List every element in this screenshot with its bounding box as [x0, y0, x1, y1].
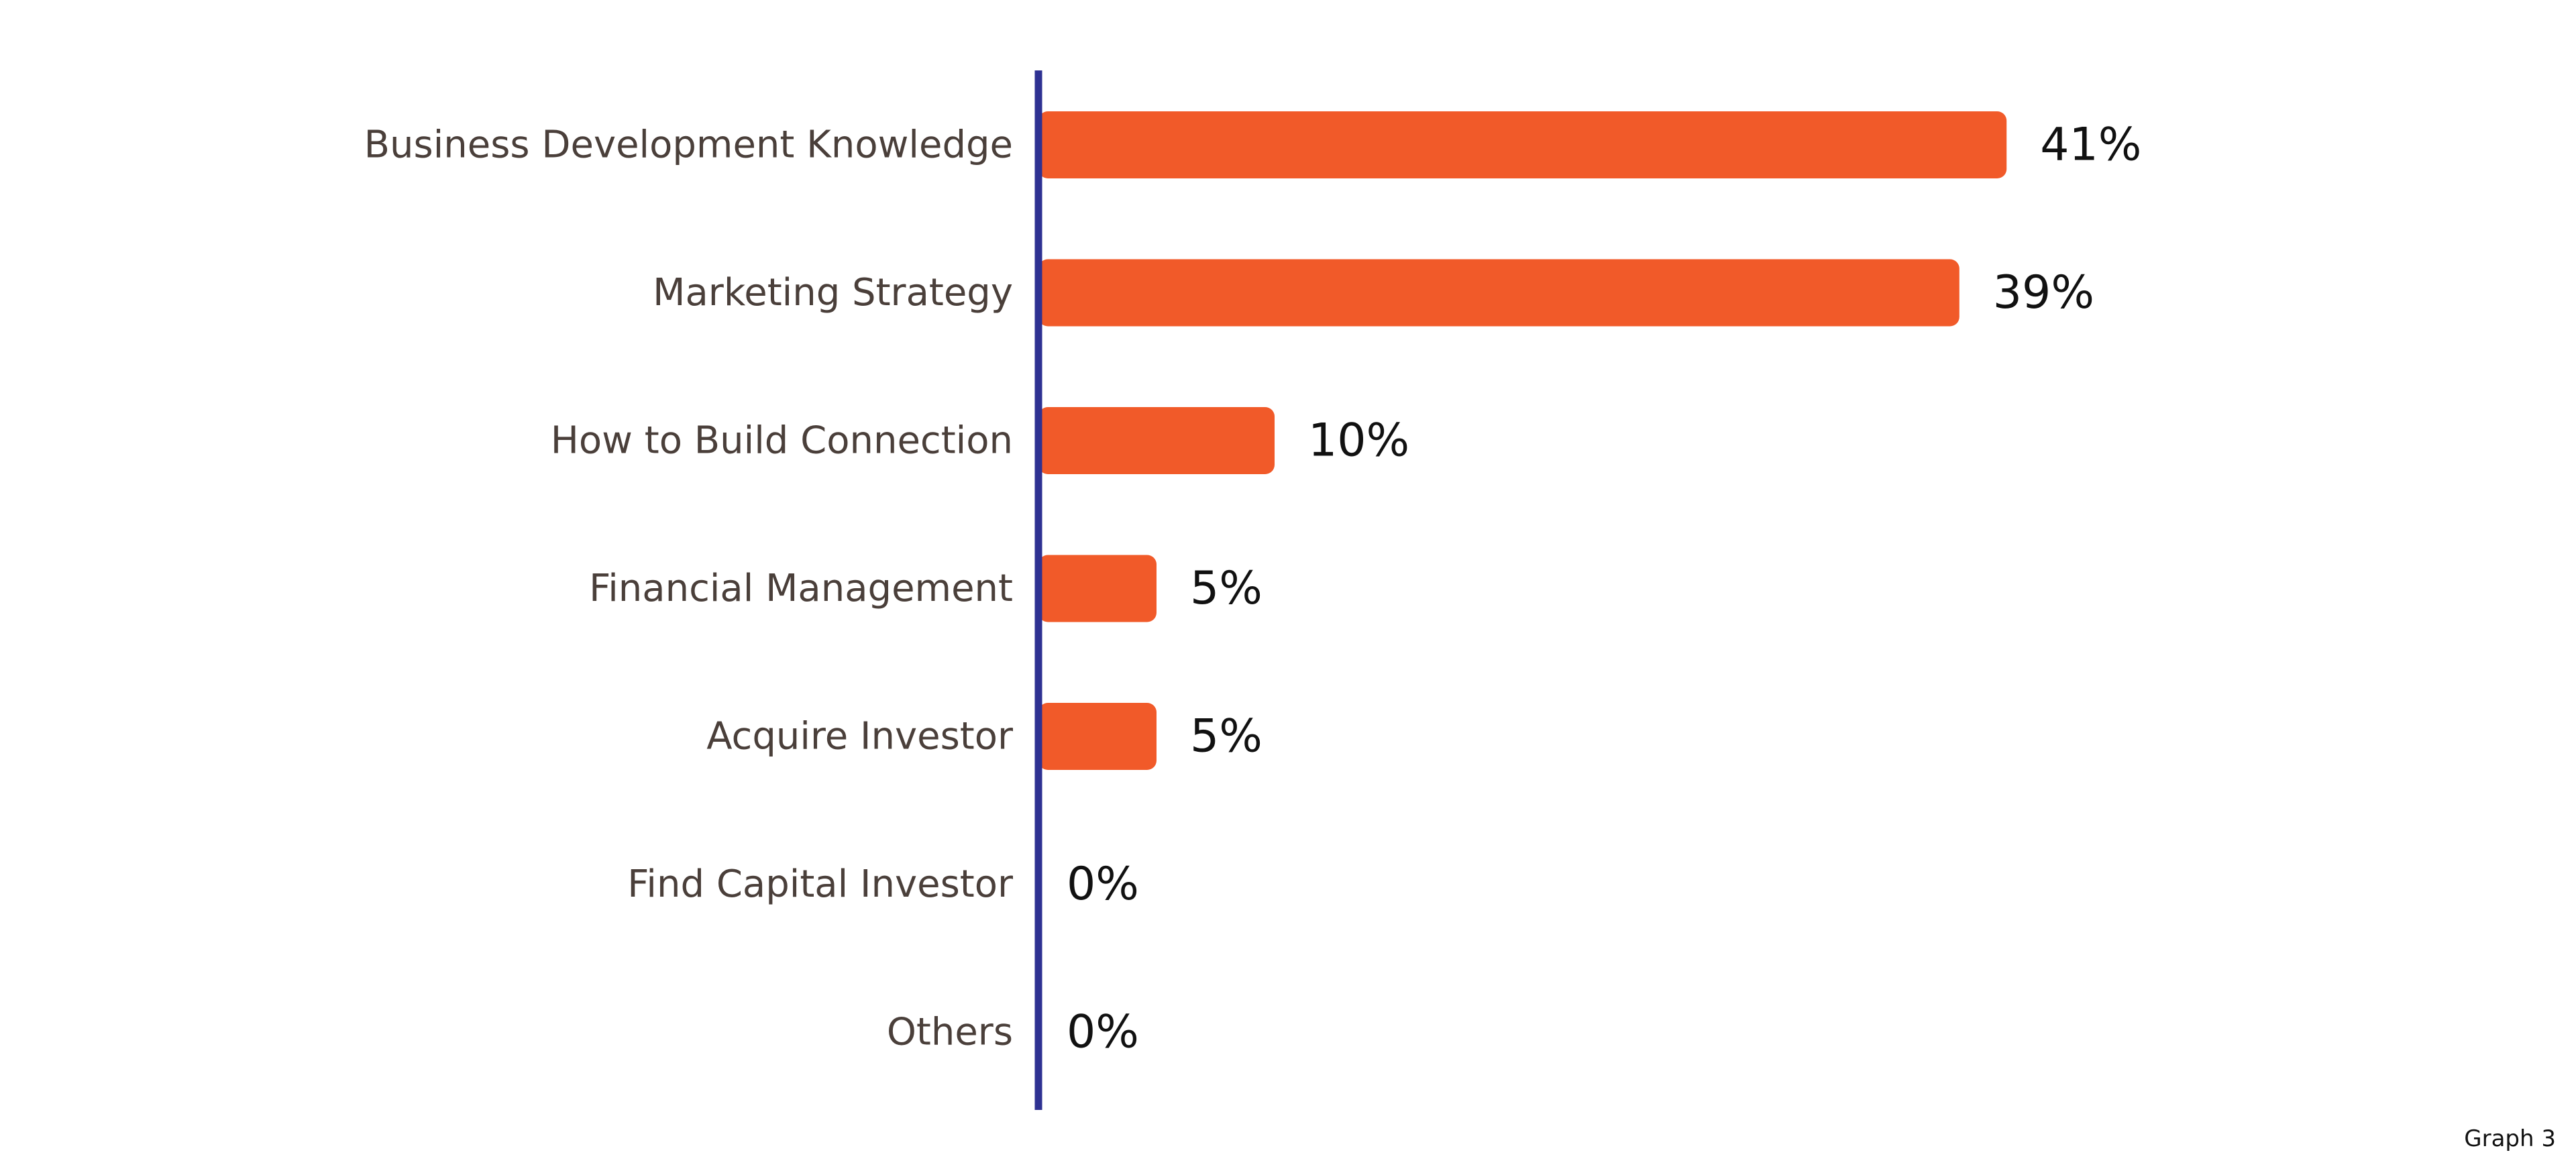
bar	[1038, 407, 1275, 474]
value-label: 41%	[2040, 119, 2141, 172]
bar	[1038, 259, 1960, 327]
value-label: 10%	[1308, 414, 1409, 467]
value-label: 39%	[1993, 266, 2094, 319]
bars	[1038, 111, 2007, 770]
value-labels: 41% 39% 10% 5% 5% 0% 0%	[1067, 119, 2141, 1059]
value-label: 5%	[1190, 710, 1263, 763]
value-label: 0%	[1067, 858, 1139, 911]
category-label: How to Build Connection	[551, 419, 1013, 463]
graph-caption: Graph 3	[2464, 1125, 2556, 1152]
category-label: Marketing Strategy	[653, 271, 1013, 315]
category-label: Others	[887, 1011, 1013, 1054]
bar	[1038, 111, 2007, 178]
category-label: Financial Management	[589, 567, 1013, 610]
value-label: 0%	[1067, 1006, 1139, 1059]
category-label: Acquire Investor	[706, 715, 1014, 759]
bar	[1038, 555, 1157, 622]
value-label: 5%	[1190, 562, 1263, 615]
bar	[1038, 703, 1157, 770]
category-label: Business Development Knowledge	[364, 123, 1013, 167]
category-label: Find Capital Investor	[627, 862, 1014, 906]
category-labels: Business Development Knowledge Marketing …	[364, 123, 1014, 1054]
